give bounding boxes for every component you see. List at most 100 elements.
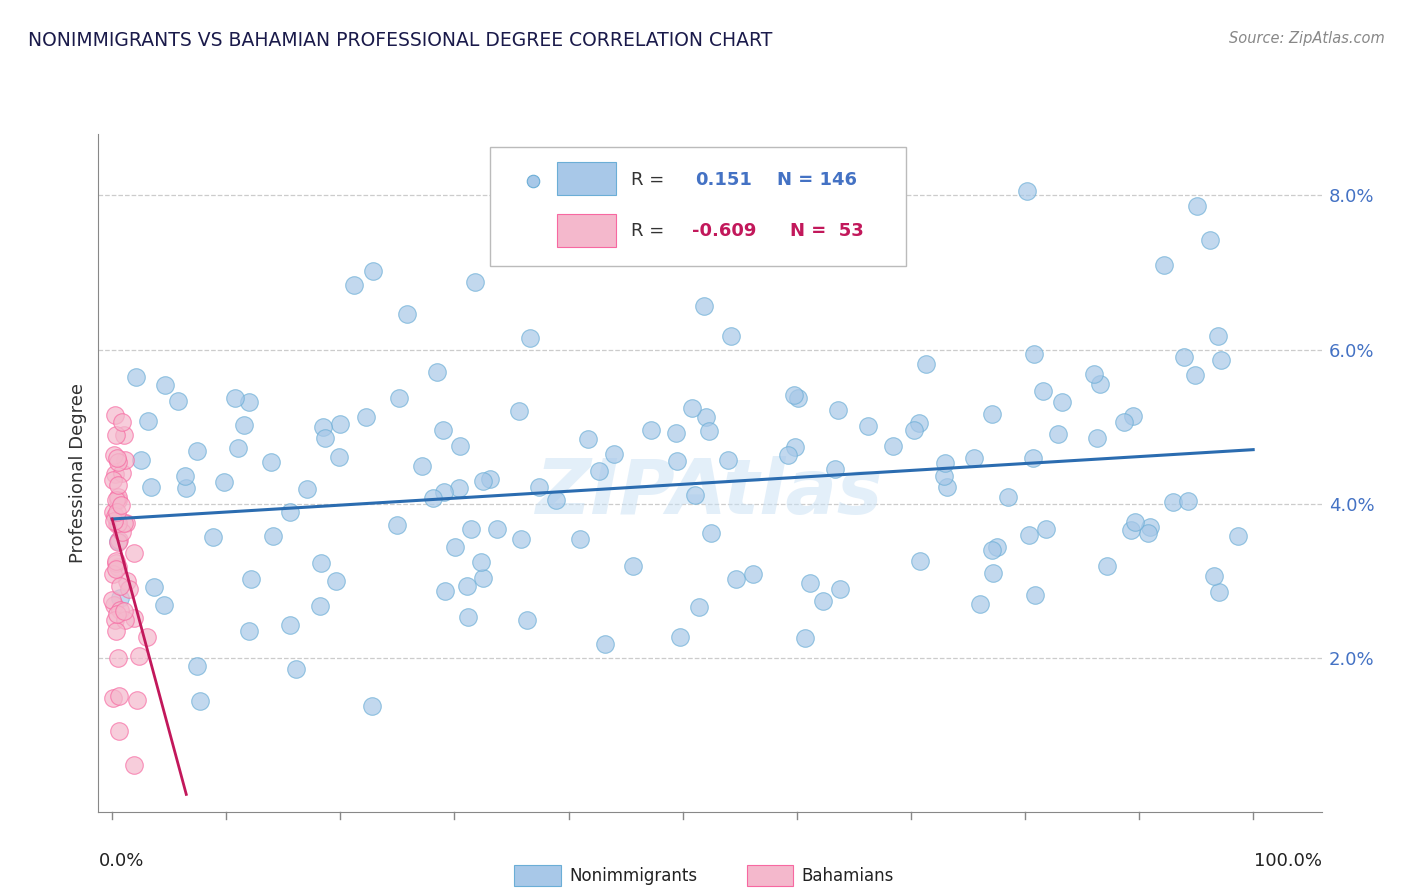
Point [460,522,482,536]
Point [1122,409,1144,423]
Point [1035,522,1057,536]
Point [103,474,125,488]
Point [262,529,284,543]
Point [981,566,1004,580]
Point [683,488,706,502]
Point [1085,431,1108,445]
Point [125,692,148,706]
Text: -0.609: -0.609 [692,222,756,240]
Point [907,416,929,430]
Point [1018,528,1040,542]
Point [1184,368,1206,382]
Text: Source: ZipAtlas.com: Source: ZipAtlas.com [1229,31,1385,46]
Point [105,516,128,531]
Point [1202,569,1225,583]
Point [936,481,959,495]
Point [720,328,742,343]
Point [1153,258,1175,272]
Point [1185,199,1208,213]
Point [136,630,159,644]
FancyBboxPatch shape [747,864,793,887]
Point [105,556,128,570]
Text: R =: R = [630,222,669,240]
Point [1227,529,1250,543]
Point [388,391,411,405]
Point [449,439,471,453]
FancyBboxPatch shape [515,864,561,887]
Point [107,651,129,665]
Point [233,418,256,433]
Point [783,388,806,402]
Point [529,480,551,494]
Point [202,530,225,544]
Point [668,630,690,644]
Point [105,450,128,465]
Point [107,516,129,530]
Point [1119,523,1142,537]
Point [136,414,159,428]
Point [396,307,419,321]
Point [107,535,129,549]
Point [1173,351,1195,365]
Point [361,698,384,713]
Point [603,447,626,461]
Point [104,508,127,523]
Point [813,593,835,607]
Point [828,582,851,597]
Point [785,440,807,454]
Point [681,401,703,415]
Point [260,455,283,469]
Point [238,395,260,409]
Point [422,491,444,506]
Point [314,431,336,445]
Text: 0.0%: 0.0% [98,853,143,871]
Point [456,579,478,593]
Point [153,377,176,392]
Point [118,582,141,596]
Point [101,567,124,582]
Point [519,331,541,345]
Point [693,299,716,313]
Point [997,490,1019,504]
Point [108,533,131,548]
Point [640,423,662,437]
Point [104,493,127,508]
Point [111,416,134,430]
Point [963,451,986,466]
Point [105,554,128,568]
Point [432,423,454,437]
Point [108,579,131,593]
Point [328,450,350,464]
Point [108,591,131,605]
Point [980,407,1002,421]
Point [105,504,128,518]
Point [444,540,467,554]
Point [112,516,135,530]
Point [361,264,384,278]
Point [186,444,208,458]
Point [188,693,211,707]
Text: ZIPAtlas: ZIPAtlas [536,456,884,530]
Point [934,456,956,470]
Point [115,574,138,588]
Point [741,566,763,581]
Point [856,418,879,433]
Point [329,417,352,431]
Point [141,480,163,494]
Point [1022,451,1045,466]
Point [969,597,991,611]
Point [103,599,125,613]
Text: R =: R = [630,171,669,189]
Y-axis label: Professional Degree: Professional Degree [69,383,87,563]
Point [882,440,904,454]
Point [457,609,479,624]
Point [688,599,710,614]
FancyBboxPatch shape [557,214,616,247]
Text: Nonimmigrants: Nonimmigrants [569,867,697,885]
Text: N =  53: N = 53 [790,222,863,240]
FancyBboxPatch shape [557,162,616,194]
Point [449,481,471,495]
Point [621,558,644,573]
Point [308,599,330,613]
Point [278,618,301,632]
